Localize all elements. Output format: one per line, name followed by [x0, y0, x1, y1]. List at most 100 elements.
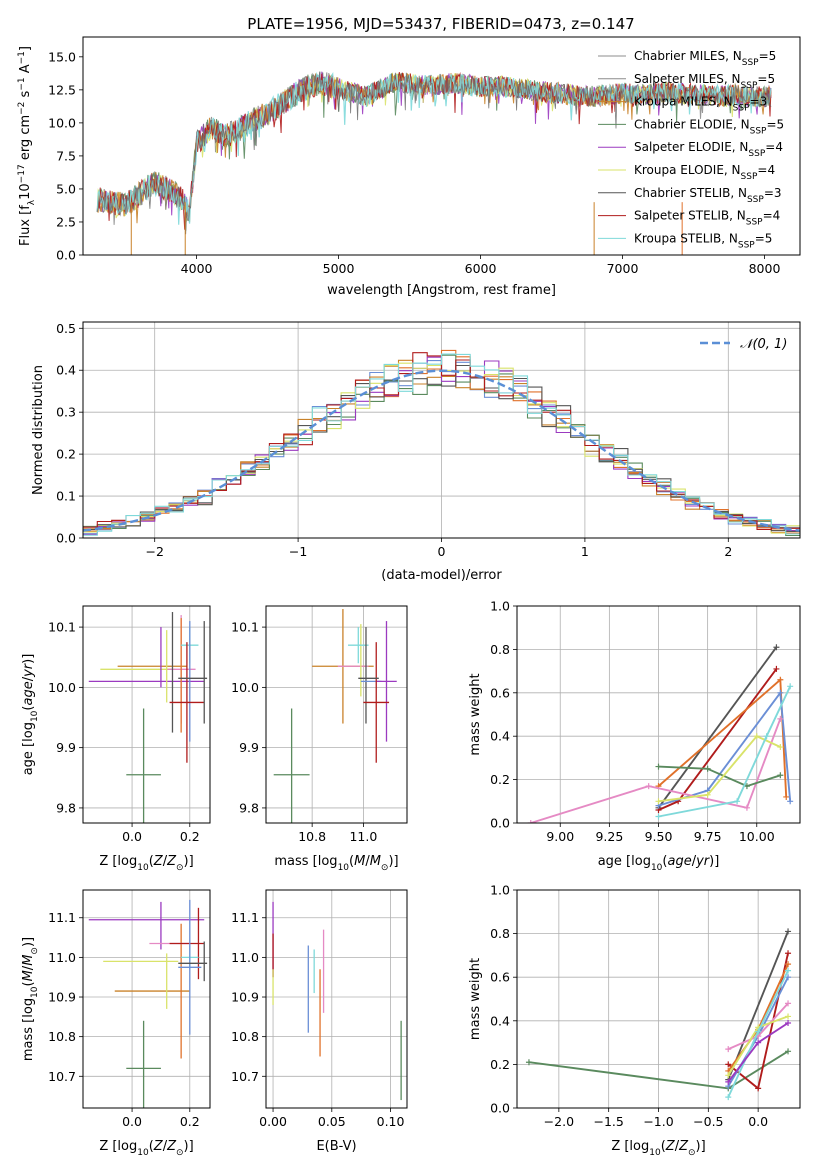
x-tick-label: 2: [724, 544, 732, 559]
y-axis-label: age [log10(age/yr)]: [21, 654, 40, 776]
label-part: Z: [153, 1139, 164, 1154]
legend-label: Salpeter MILES, NSSP=5: [634, 72, 775, 91]
spectrum-series: [96, 71, 772, 225]
y-tick-label: 9.9: [56, 740, 76, 755]
figure-title: PLATE=1956, MJD=53437, FIBERID=0473, z=0…: [247, 15, 634, 33]
label-part: Z: [166, 1139, 177, 1154]
label-part: /: [163, 1139, 168, 1154]
age-z-panel: 0.0 0.29.89.910.010.1Z [log10(Z/Z⊙)]age […: [21, 605, 211, 873]
mass-weight-marker: [725, 1078, 732, 1085]
label-part: Z [log: [99, 1139, 137, 1154]
y-tick-label: 10.1: [231, 620, 259, 635]
errorbars: [88, 612, 208, 823]
mass-weight-marker: [655, 763, 662, 770]
x-tick-label: 0: [438, 544, 446, 559]
mass-weight-z-panel: −2.0 −1.5 −1.0 −0.5 0.0 0.0 0.2 0.4 0.6 0.8 1.0 Z […: [468, 883, 801, 1158]
y-tick-label: 10.0: [231, 680, 259, 695]
x-axis-label: (data-model)/error: [381, 568, 502, 583]
y-tick-label: 0.2: [490, 1057, 510, 1072]
y-tick-label: 12.5: [48, 82, 76, 97]
y-tick-label: 10.8: [48, 1029, 76, 1044]
label-part: M: [354, 854, 365, 869]
mass-weight-marker: [655, 798, 662, 805]
y-tick-label: 11.0: [48, 950, 76, 965]
x-tick-label: 4000: [181, 261, 213, 276]
mass-weight-marker: [753, 733, 760, 740]
mass-weight-marker: [755, 1085, 762, 1092]
label-part: −1: [17, 51, 27, 64]
mass-weight-line: [658, 765, 781, 788]
mass-weight-marker: [785, 950, 792, 957]
label-part: 10: [137, 1148, 149, 1158]
mass-weight-marker: [785, 974, 792, 981]
label-part: )]: [709, 854, 719, 869]
spectrum-series: [96, 71, 772, 235]
label-part: (: [21, 706, 36, 711]
mass-weight-marker: [655, 813, 662, 820]
label-part: 10: [338, 863, 350, 873]
mass-weight-line: [658, 690, 792, 807]
mass-weight-marker: [755, 1039, 762, 1046]
mass-weight-line: [658, 685, 792, 818]
x-tick-label: 1: [581, 544, 589, 559]
label-part: SSP: [746, 218, 763, 228]
mass-weight-marker: [787, 798, 794, 805]
label-part: Z: [153, 854, 164, 869]
mass-weight-marker: [773, 644, 780, 651]
y-tick-label: 15.0: [48, 49, 76, 64]
mass-weight-marker: [725, 1061, 732, 1068]
y-tick-label: 0.4: [490, 1013, 510, 1028]
label-part: M: [370, 854, 381, 869]
y-tick-label: 0.4: [56, 363, 76, 378]
label-part: /: [21, 965, 36, 970]
x-tick-label: 0.2: [180, 1114, 200, 1129]
x-tick-label: 10.00: [739, 829, 775, 844]
label-part: (: [149, 854, 154, 869]
histogram-step: [83, 353, 800, 536]
label-part: ]: [18, 46, 33, 51]
mass-ebv-panel: 0.00 0.05 0.10 10.7 10.8 10.9 11.0 11.1 E(B-V): [231, 889, 408, 1154]
label-part: yr: [695, 854, 711, 869]
legend-label: Chabrier MILES, NSSP=5: [634, 49, 776, 68]
label-part: E(B-V): [316, 1139, 356, 1154]
x-tick-label: −2.0: [544, 1114, 574, 1129]
label-part: Salpeter ELODIE, N: [634, 140, 748, 154]
mass-weight-marker: [755, 1028, 762, 1035]
mass-weight-marker: [704, 765, 711, 772]
label-part: =4: [763, 209, 781, 223]
y-tick-label: 0.2: [490, 772, 510, 787]
axes-frame: [82, 889, 211, 1109]
label-part: /: [692, 854, 697, 869]
label-part: Chabrier MILES, N: [634, 49, 742, 63]
label-part: )]: [21, 937, 36, 947]
y-tick-label: 0.4: [490, 729, 510, 744]
label-part: 10: [651, 863, 663, 873]
mass-weight-marker: [525, 1059, 532, 1066]
label-part: M: [21, 970, 36, 981]
y-tick-label: 0.2: [56, 447, 76, 462]
label-part: SSP: [741, 81, 758, 91]
errorbars: [273, 609, 397, 823]
label-part: Flux [f: [18, 205, 33, 246]
x-axis-label: Z [log10(Z/Z⊙)]: [99, 1139, 193, 1158]
x-tick-label: 0.0: [122, 1114, 142, 1129]
mass-weight-marker: [777, 715, 784, 722]
label-part: SSP: [733, 104, 750, 114]
label-part: /: [675, 1139, 680, 1154]
legend-label: Kroupa MILES, NSSP=3: [634, 95, 767, 114]
y-tick-label: 0.3: [56, 405, 76, 420]
gaussian-curve: [83, 369, 800, 532]
label-part: mass [log: [21, 998, 36, 1061]
mass-weight-marker: [783, 793, 790, 800]
mass-weight-marker: [763, 733, 770, 740]
x-tick-label: 0.05: [318, 1114, 346, 1129]
x-tick-label: 0.2: [180, 829, 200, 844]
y-tick-label: 0.0: [490, 1101, 510, 1116]
mass-weight-series: [525, 928, 792, 1101]
mass-weight-marker: [777, 772, 784, 779]
mass-weight-marker: [704, 791, 711, 798]
x-axis-label: mass [log10(M/M⊙)]: [274, 854, 398, 873]
spectrum-legend: Chabrier MILES, NSSP=5 Salpeter MILES, NS…: [598, 49, 784, 250]
